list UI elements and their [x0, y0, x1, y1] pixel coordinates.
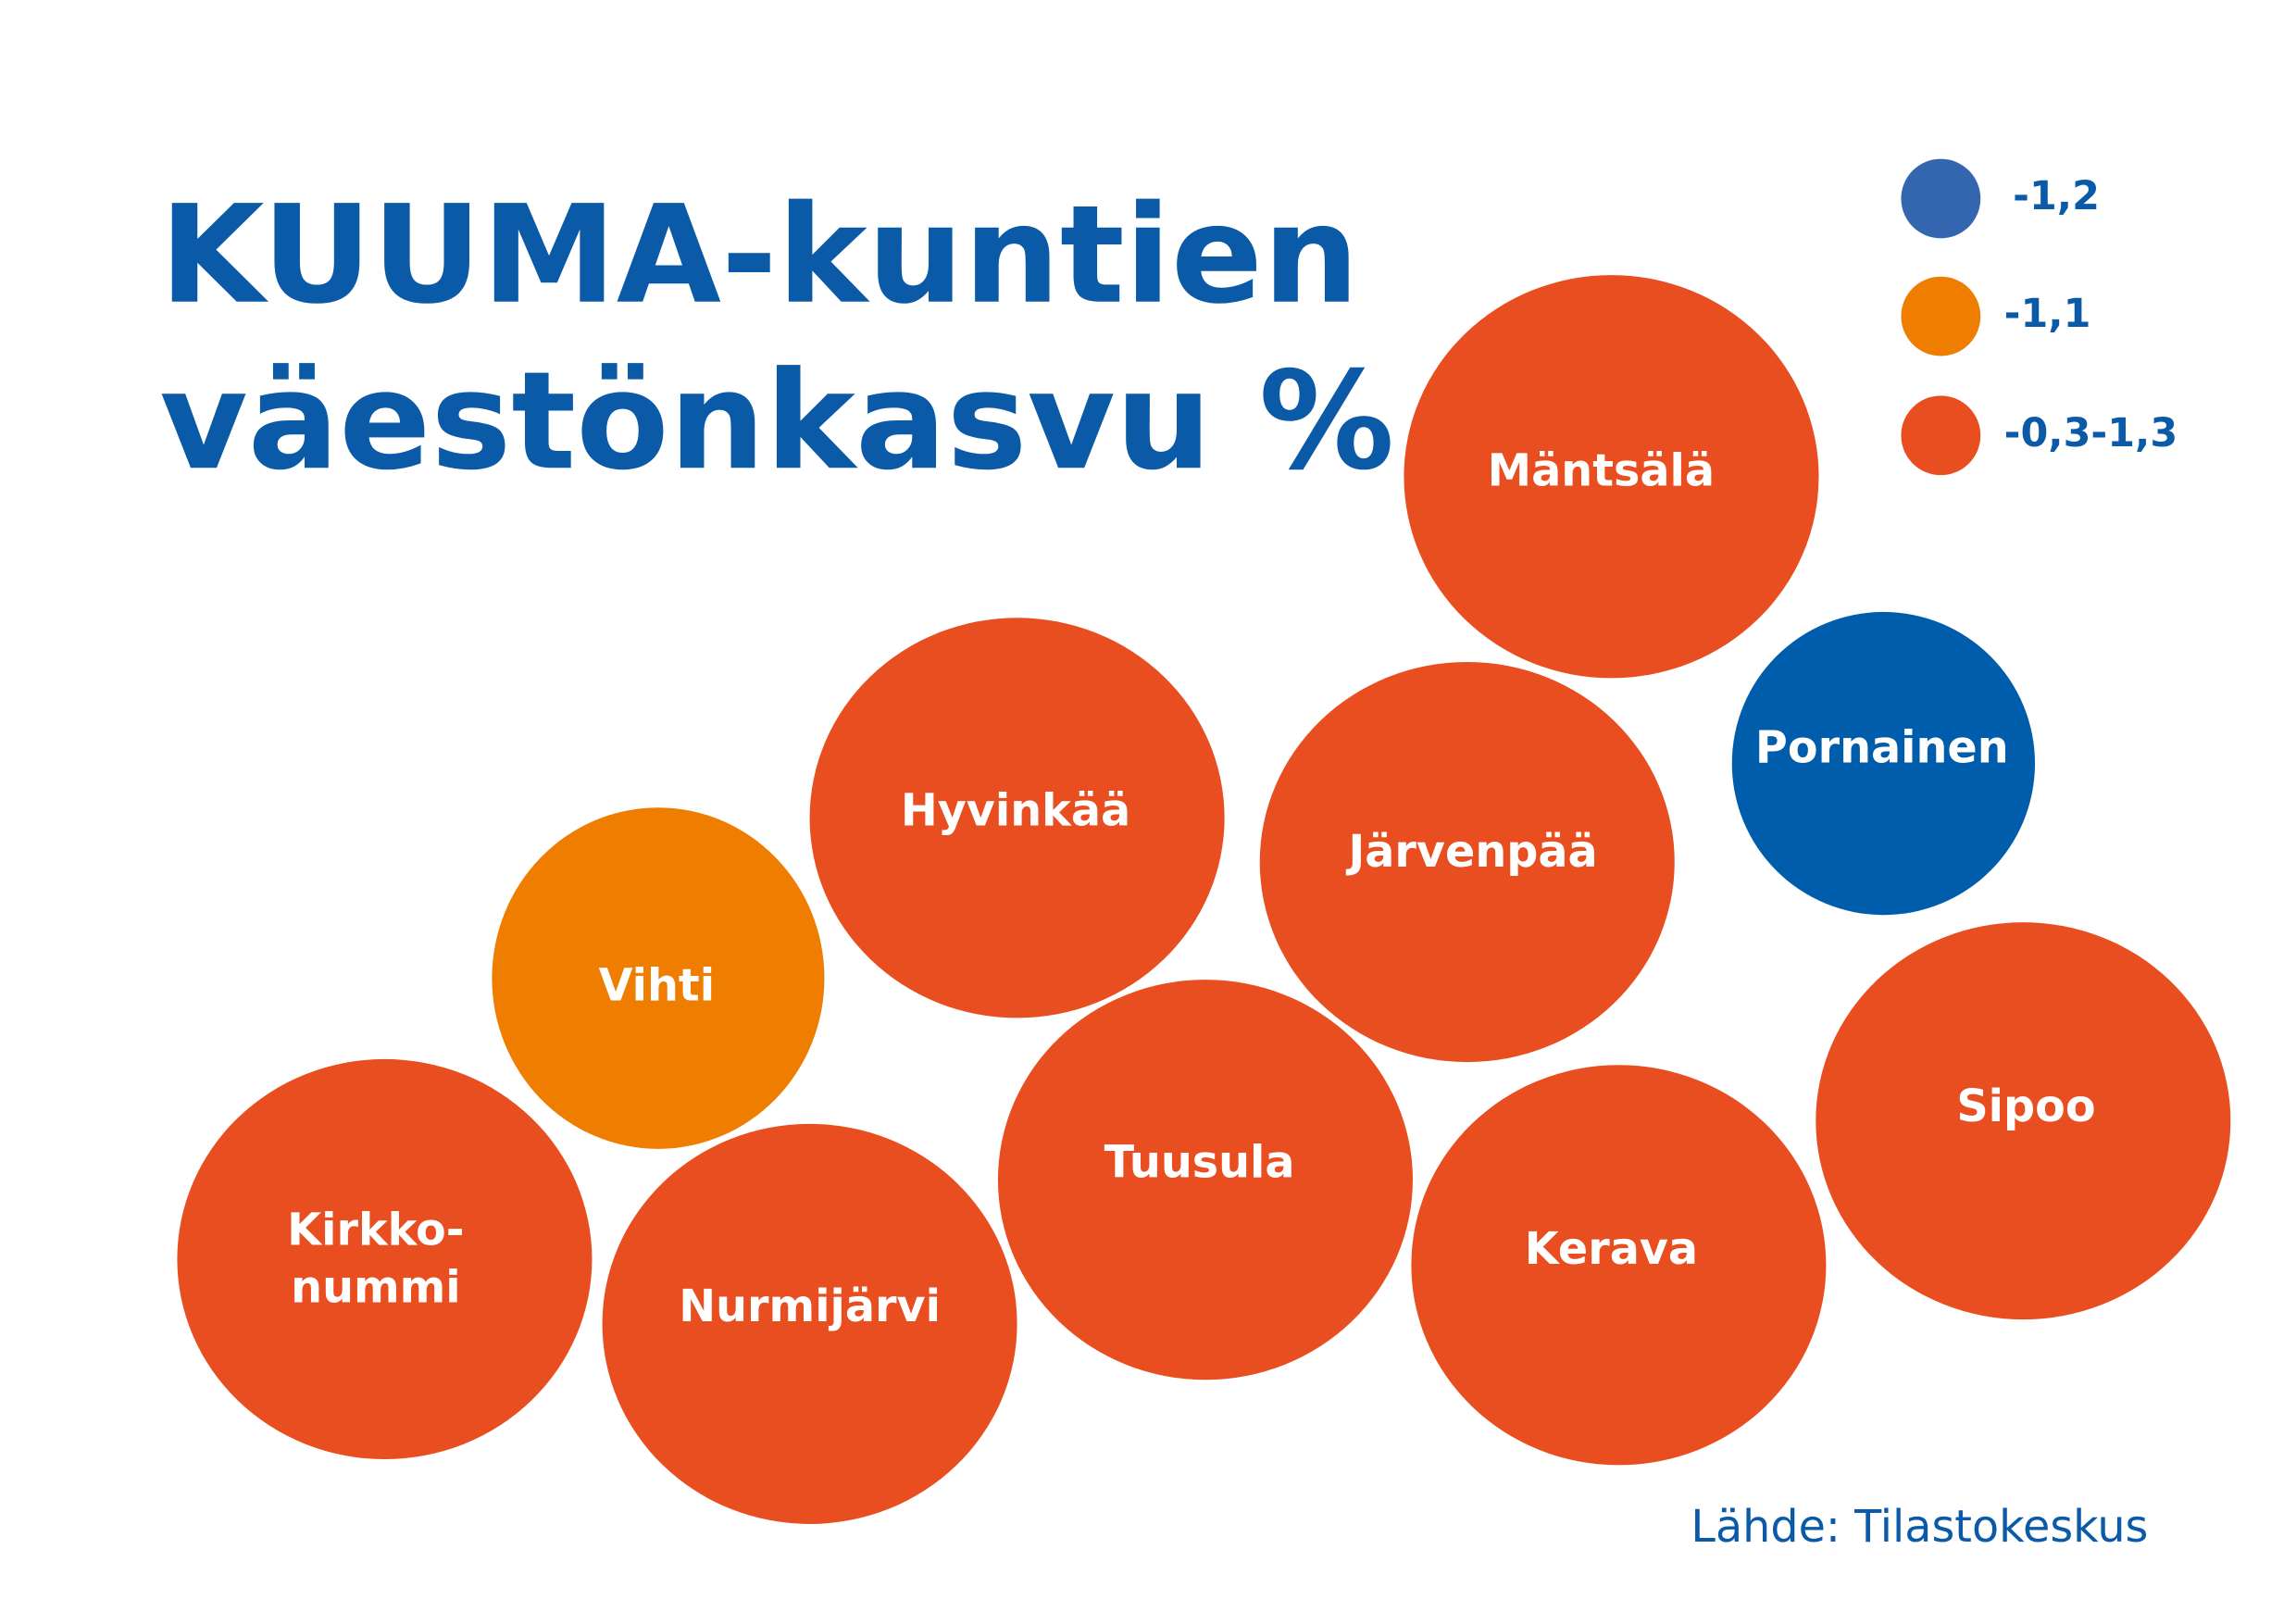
legend-label: -1,1 [2004, 291, 2091, 337]
bubble [809, 618, 1225, 1018]
bubble [1731, 611, 2036, 916]
bubble-label: Sipoo [1956, 1081, 2095, 1132]
title-line: KUUMA-kuntien [159, 177, 1359, 334]
bubble-label: Järvenpää [1346, 827, 1598, 878]
bubble [1816, 922, 2231, 1320]
legend-label: -0,3-1,3 [2004, 410, 2178, 456]
bubble-label: Mäntsälä [1488, 446, 1715, 497]
bubbles: Mäntsälä Pornainen Hyvinkää Järvenpää Vi… [177, 275, 2231, 1524]
bubble-label: Vihti [599, 961, 715, 1012]
legend-swatch [1901, 158, 1981, 239]
bubble-label: Tuusula [1104, 1137, 1295, 1188]
bubble-label: Hyvinkää [901, 786, 1130, 837]
bubble [492, 807, 825, 1149]
bubble [1411, 1065, 1827, 1466]
legend-swatch [1901, 395, 1981, 476]
legend-label: -1,2 [2013, 173, 2100, 219]
bubble-label: Nurmijärvi [679, 1281, 941, 1332]
bubble [602, 1123, 1017, 1524]
bubble-label: Pornainen [1755, 722, 2009, 773]
bubble-label: Kirkko- [287, 1205, 464, 1255]
bubble [1259, 661, 1675, 1063]
title-line: väestönkasvu % [159, 343, 1394, 500]
bubble [177, 1058, 593, 1460]
bubble [1404, 275, 1819, 679]
bubble [997, 980, 1413, 1380]
bubble-label: Kerava [1525, 1224, 1698, 1275]
legend: -1,2 -1,1 -0,3-1,3 [1901, 158, 2178, 476]
legend-swatch [1901, 276, 1981, 356]
bubble-label: nummi [291, 1262, 461, 1313]
source: Lähde: Tilastokeskus [1691, 1502, 2148, 1553]
